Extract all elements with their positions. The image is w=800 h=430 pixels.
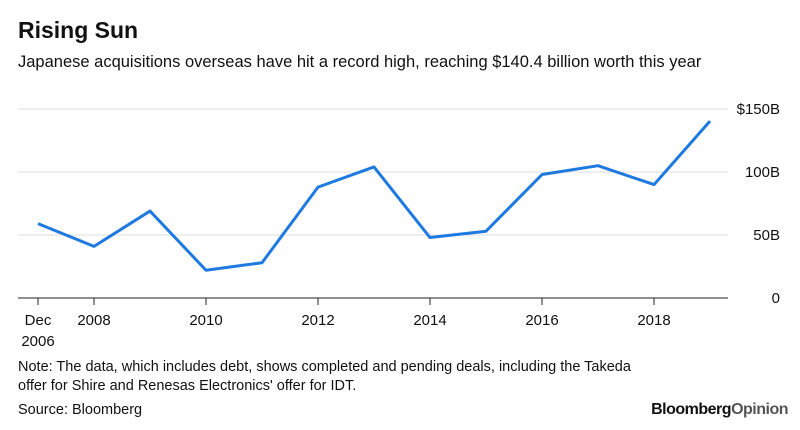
y-tick-label: 0 xyxy=(772,290,780,307)
x-tick-label: Dec 2006 xyxy=(21,312,54,350)
brand-light: Opinion xyxy=(731,401,788,418)
chart-title: Rising Sun xyxy=(18,17,138,43)
source: Source: Bloomberg xyxy=(18,402,142,418)
y-tick-label: 50B xyxy=(753,227,780,244)
x-tick-label: 2012 xyxy=(301,312,334,329)
y-tick-label: $150B xyxy=(737,101,780,118)
y-tick-label: 100B xyxy=(745,164,780,181)
chart-subtitle: Japanese acquisitions overseas have hit … xyxy=(18,53,702,71)
x-tick-label: 2018 xyxy=(637,312,670,329)
data-line xyxy=(37,120,712,272)
x-tick-label: 2008 xyxy=(77,312,110,329)
note-box: Note: The data, which includes debt, sho… xyxy=(18,359,631,394)
brand: BloombergOpinion xyxy=(651,401,788,418)
x-tick-label: 2014 xyxy=(413,312,446,329)
brand-bold: Bloomberg xyxy=(651,401,731,418)
note: Note: The data, which includes debt, sho… xyxy=(18,359,631,394)
x-tick-label: 2010 xyxy=(189,312,222,329)
x-tick-label: 2016 xyxy=(525,312,558,329)
